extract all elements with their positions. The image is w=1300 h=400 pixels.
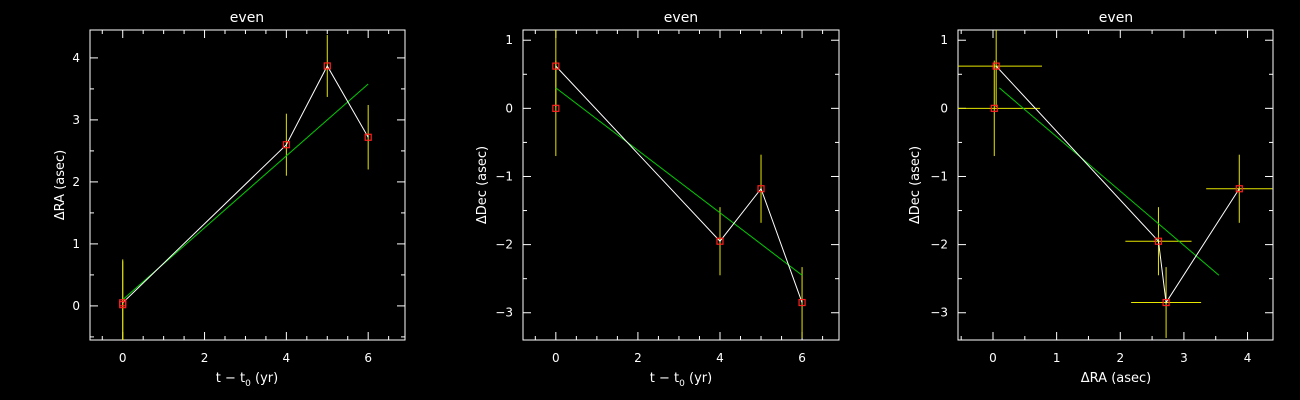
panel-1-ytick-label: 4 (72, 51, 80, 65)
panel-3: even ΔRA (asec) ΔDec (asec) 0 1 2 3 4−3−2−10… (908, 10, 1274, 386)
panel-2-ytick-label: −3 (495, 306, 513, 320)
panel-1-ytick-label: 0 (72, 299, 80, 313)
panel-3-ytick-label: −3 (930, 306, 948, 320)
panel-1-ytick-label: 1 (72, 237, 80, 251)
panel-3-xtick-label: 0 (989, 351, 997, 365)
panel-1-title: even (230, 10, 264, 26)
panel-3-data-point (1162, 298, 1170, 307)
panel-3-data-point (1235, 185, 1243, 193)
panel-3-xtick-label: 1 (1053, 351, 1061, 365)
panel-3-ylabel: ΔDec (asec) (908, 146, 923, 224)
panel-1-data-point (119, 299, 127, 307)
panel-2-data-point (552, 62, 560, 70)
panel-2-axes-frame (522, 29, 840, 341)
panel-3-xtick-label: 3 (1180, 351, 1188, 365)
panel-2-xtick-label: 6 (798, 351, 806, 365)
panel-3-connecting-line (995, 65, 1240, 304)
panel-2-ylabel: ΔDec (asec) (475, 146, 490, 224)
panel-3-xtick-label: 4 (1244, 351, 1252, 365)
panel-3-data-point (1154, 237, 1163, 245)
panel-3-title: even (1099, 10, 1133, 26)
panel-2-data-layer (552, 30, 806, 338)
panel-3-plot: 0 1 2 3 4 −3 −2 −1 0 1 (930, 29, 1274, 365)
panel-1-data-point (282, 141, 290, 149)
panel-3-data-point (990, 104, 998, 112)
panel-2-ytick-label: −2 (495, 238, 513, 252)
panel-1-ylabel: ΔRA (asec) (53, 150, 68, 220)
panel-1-xtick-label: 4 (283, 351, 291, 365)
panel-1-ytick-label: 3 (72, 113, 80, 127)
panel-2-xtick-label: 4 (716, 351, 724, 365)
panel-1: even t − t0 (yr) ΔRA (asec) 0 2 4 6 0 1 2 3 4 (53, 10, 406, 389)
panel-3-ytick-label: −1 (930, 169, 948, 183)
panel-3-ytick-label: 0 (940, 101, 948, 115)
panel-3-data-point (992, 62, 1000, 70)
panel-3-axes-frame (957, 29, 1274, 341)
panel-2-xtick-label: 0 (552, 351, 560, 365)
panel-2-data-point (757, 185, 765, 193)
panel-1-xtick-label: 6 (364, 351, 372, 365)
panel-1-ytick-label: 2 (72, 175, 80, 189)
panel-3-ytick-label: 1 (940, 33, 948, 47)
panel-1-data-point (364, 133, 372, 141)
panel-1-data-layer (119, 34, 372, 340)
panel-2-ytick-label: −1 (495, 169, 513, 183)
panel-2-xtick-label: 2 (634, 351, 642, 365)
panel-2-data-point (798, 298, 806, 307)
panel-3-xtick-label: 2 (1116, 351, 1124, 365)
panel-2-title: even (664, 10, 698, 26)
panel-1-xtick-label: 0 (119, 351, 127, 365)
panel-2-data-point (552, 104, 560, 112)
panel-2-connecting-line (555, 65, 803, 303)
panel-2: even t − t0 (yr) ΔDec (asec) 0 2 4 6−3−2−10… (475, 10, 840, 389)
panel-1-xtick-label: 2 (201, 351, 209, 365)
panel-2-xlabel: t − t0 (yr) (650, 371, 712, 389)
panel-3-xlabel: ΔRA (asec) (1081, 371, 1151, 386)
panel-2-ytick-label: 1 (505, 33, 513, 47)
panel-2-ytick-label: 0 (505, 101, 513, 115)
panel-2-plot: 0 2 4 6 −3 −2 −1 0 1 (495, 29, 840, 365)
panel-3-fit-line (999, 87, 1220, 276)
panel-1-axes-frame (89, 29, 406, 341)
panel-1-plot: 0 2 4 6 0 1 2 3 4 (72, 29, 406, 365)
panel-1-connecting-line (122, 64, 369, 304)
panel-2-fit-line (555, 87, 803, 276)
panel-2-data-point (716, 237, 724, 245)
panel-1-xlabel: t − t0 (yr) (216, 371, 278, 389)
panel-3-data-layer (958, 30, 1273, 338)
panel-3-ytick-label: −2 (930, 238, 948, 252)
panel-1-data-point (323, 62, 331, 70)
